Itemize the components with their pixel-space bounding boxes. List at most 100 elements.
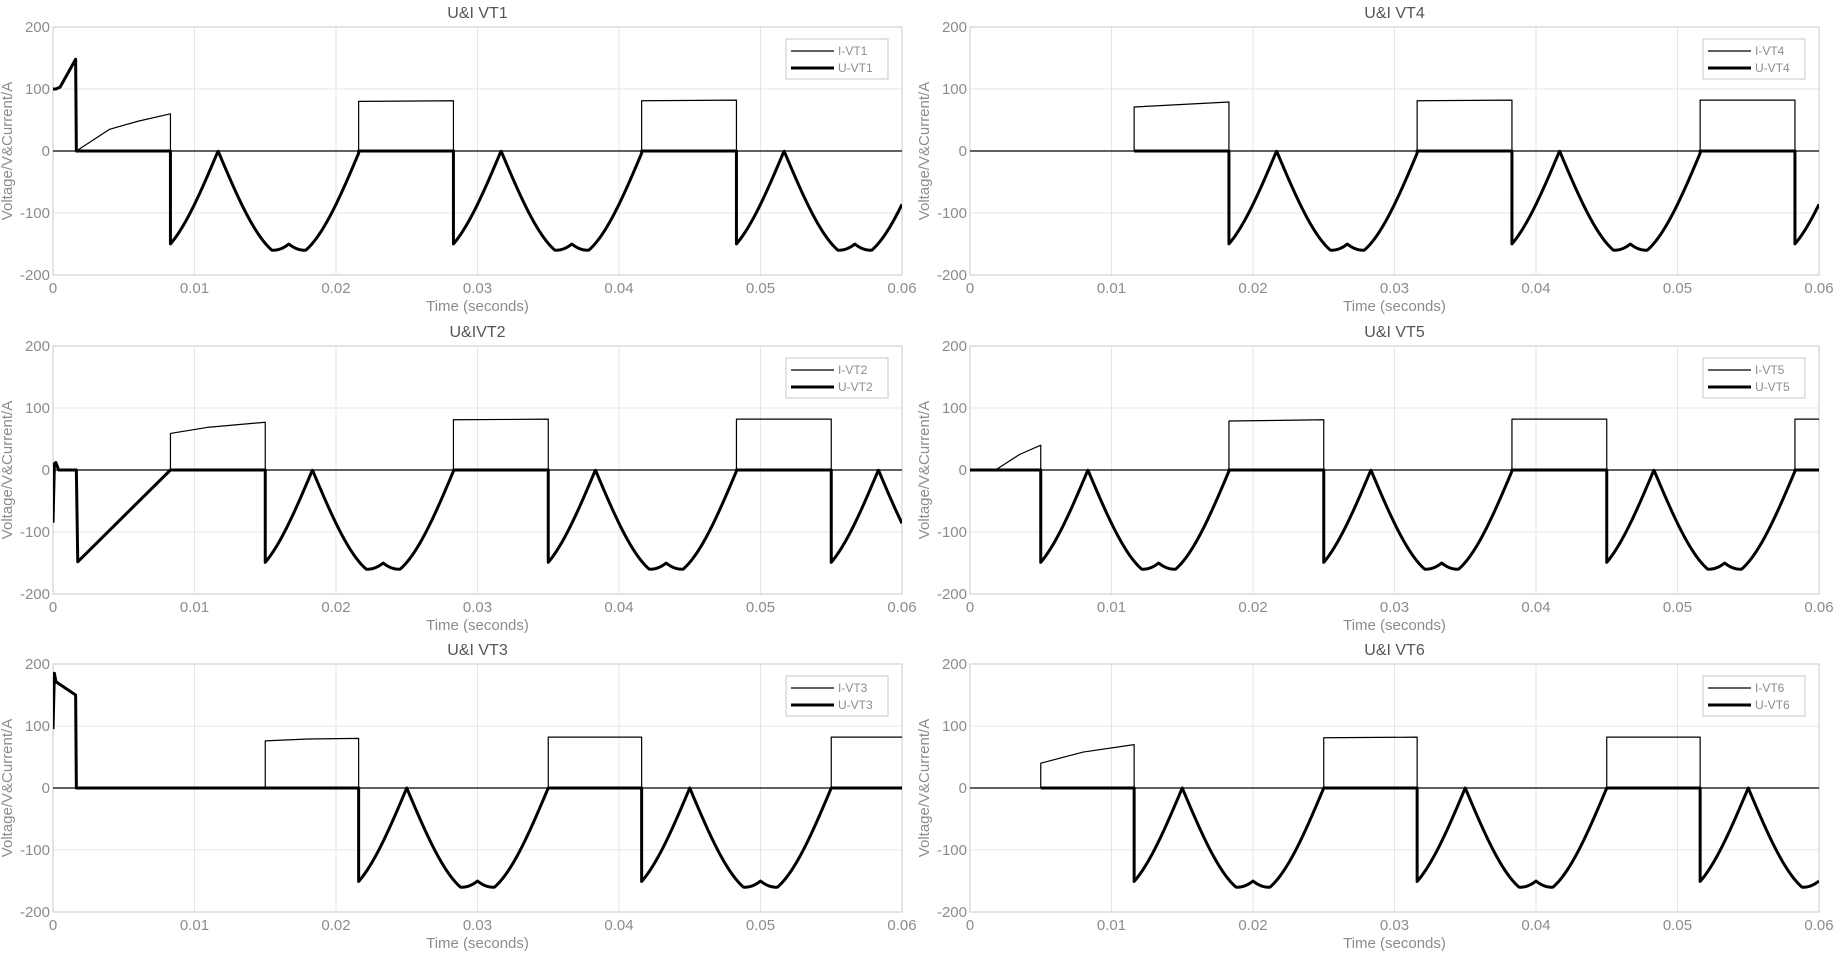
y-tick-label: -100 — [937, 842, 967, 859]
y-tick-label: 100 — [942, 718, 967, 735]
y-axis-label: Voltage/V&Current/A — [916, 401, 933, 539]
legend-label: U-VT4 — [1755, 61, 1790, 75]
y-axis-label: Voltage/V&Current/A — [0, 719, 16, 857]
legend-label: U-VT5 — [1755, 380, 1790, 394]
y-tick-label: 200 — [942, 338, 967, 355]
x-tick-label: 0.04 — [1521, 917, 1550, 934]
x-tick-label: 0.04 — [604, 599, 633, 616]
legend-label: I-VT3 — [838, 681, 868, 695]
series-line-i-vt4 — [970, 99, 1819, 152]
y-tick-label: -100 — [937, 205, 967, 222]
y-tick-label: 200 — [942, 656, 967, 673]
y-tick-label: 0 — [42, 462, 50, 479]
chart-title: U&I VT3 — [447, 642, 508, 659]
x-axis-label: Time (seconds) — [426, 617, 529, 634]
legend-label: I-VT6 — [1755, 681, 1785, 695]
x-axis-label: Time (seconds) — [426, 298, 529, 315]
legend: I-VT5 U-VT5 — [1702, 357, 1806, 399]
x-tick-label: 0.03 — [1380, 917, 1409, 934]
y-tick-label: -200 — [937, 586, 967, 603]
x-tick-label: 0.05 — [1663, 917, 1692, 934]
y-tick-label: 200 — [25, 656, 50, 673]
x-tick-label: 0.01 — [1097, 599, 1126, 616]
y-tick-label: -200 — [937, 267, 967, 284]
x-tick-label: 0.01 — [180, 280, 209, 297]
y-axis-label: Voltage/V&Current/A — [0, 82, 16, 220]
subplot-5: 0 0.01 0.02 0.03 0.04 0.05 0.06 -200 -100 0 100 200… — [0, 642, 917, 952]
y-tick-label: -200 — [20, 267, 50, 284]
y-tick-label: 200 — [25, 19, 50, 36]
legend-box — [1702, 38, 1806, 80]
x-tick-label: 0.01 — [1097, 917, 1126, 934]
x-tick-label: 0 — [966, 280, 974, 297]
chart-title: U&IVT2 — [449, 324, 505, 341]
x-tick-label: 0.06 — [1804, 280, 1833, 297]
x-tick-label: 0.05 — [746, 280, 775, 297]
x-tick-label: 0.06 — [1804, 599, 1833, 616]
subplot-3: 0 0.01 0.02 0.03 0.04 0.05 0.06 -200 -100 0 100 200… — [0, 324, 917, 634]
x-tick-label: 0.06 — [887, 917, 916, 934]
y-tick-label: 0 — [42, 143, 50, 160]
subplot-1: 0 0.01 0.02 0.03 0.04 0.05 0.06 -200 -100 0 100 200… — [0, 5, 917, 315]
legend: I-VT6 U-VT6 — [1702, 675, 1806, 717]
legend-box — [1702, 357, 1806, 399]
series-line-u-vt4 — [1134, 149, 1819, 252]
chart-title: U&I VT6 — [1364, 642, 1425, 659]
subplot-4: 0 0.01 0.02 0.03 0.04 0.05 0.06 -200 -100 0 100 200… — [916, 324, 1834, 634]
legend-label: I-VT5 — [1755, 363, 1785, 377]
legend-label: U-VT1 — [838, 61, 873, 75]
x-tick-label: 0.02 — [321, 599, 350, 616]
series-line-u-vt3 — [53, 671, 902, 889]
y-tick-label: -100 — [937, 524, 967, 541]
x-tick-label: 0.03 — [1380, 280, 1409, 297]
y-tick-label: 100 — [942, 400, 967, 417]
series-line-i-vt1 — [53, 99, 902, 152]
legend: I-VT1 U-VT1 — [785, 38, 889, 80]
y-axis-label: Voltage/V&Current/A — [916, 719, 933, 857]
x-tick-label: 0.04 — [1521, 599, 1550, 616]
x-tick-label: 0.03 — [463, 917, 492, 934]
legend-label: I-VT2 — [838, 363, 868, 377]
x-tick-label: 0.02 — [1238, 599, 1267, 616]
y-tick-label: -100 — [20, 205, 50, 222]
x-tick-label: 0.02 — [321, 280, 350, 297]
x-tick-label: 0.01 — [180, 917, 209, 934]
y-tick-label: -200 — [20, 586, 50, 603]
legend-label: U-VT3 — [838, 698, 873, 712]
y-tick-label: 100 — [25, 81, 50, 98]
x-axis-label: Time (seconds) — [1343, 298, 1446, 315]
x-tick-label: 0 — [49, 280, 57, 297]
legend-box — [1702, 675, 1806, 717]
x-tick-label: 0.02 — [321, 917, 350, 934]
x-tick-label: 0.04 — [1521, 280, 1550, 297]
series-line-u-vt2 — [53, 461, 902, 571]
x-tick-label: 0.06 — [887, 599, 916, 616]
x-tick-label: 0.05 — [746, 917, 775, 934]
legend-label: I-VT4 — [1755, 44, 1785, 58]
y-tick-label: 200 — [25, 338, 50, 355]
chart-title: U&I VT5 — [1364, 324, 1425, 341]
y-axis-label: Voltage/V&Current/A — [916, 82, 933, 220]
x-tick-label: 0.03 — [463, 599, 492, 616]
x-axis-label: Time (seconds) — [1343, 617, 1446, 634]
x-tick-label: 0.05 — [1663, 280, 1692, 297]
y-tick-label: -200 — [20, 904, 50, 921]
y-tick-label: -200 — [937, 904, 967, 921]
x-axis-label: Time (seconds) — [1343, 935, 1446, 952]
x-tick-label: 0.03 — [463, 280, 492, 297]
legend-label: U-VT2 — [838, 380, 873, 394]
y-tick-label: 0 — [42, 780, 50, 797]
series-line-u-vt1 — [53, 57, 902, 252]
series-line-i-vt2 — [53, 418, 902, 471]
y-tick-label: 0 — [959, 143, 967, 160]
x-tick-label: 0 — [966, 599, 974, 616]
x-tick-label: 0.06 — [1804, 917, 1833, 934]
chart-title: U&I VT1 — [447, 5, 508, 22]
legend-label: I-VT1 — [838, 44, 868, 58]
series-line-u-vt6 — [1040, 786, 1819, 889]
y-tick-label: -100 — [20, 524, 50, 541]
x-tick-label: 0.06 — [887, 280, 916, 297]
x-tick-label: 0 — [49, 917, 57, 934]
